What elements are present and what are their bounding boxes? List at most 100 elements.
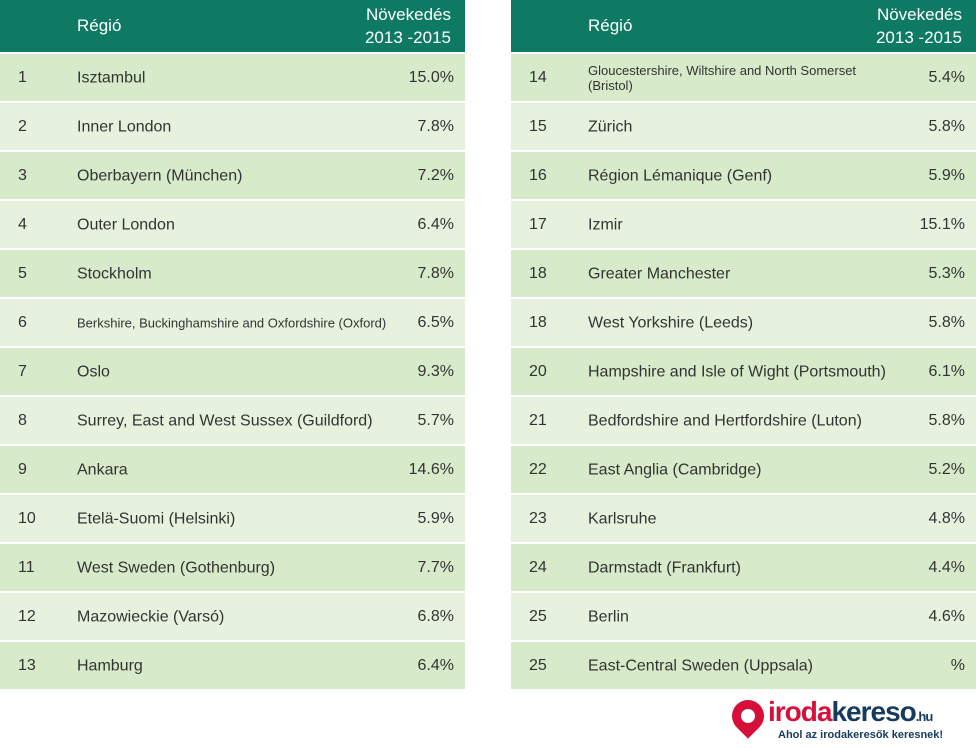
region-name: Oslo [77,363,110,380]
table-row: 7 Oslo 9.3% [0,348,465,395]
region-name: East Anglia (Cambridge) [588,461,762,478]
region-name: Hamburg [77,657,143,674]
growth-value: 5.9% [928,166,965,184]
growth-value: 6.8% [417,607,454,625]
region-name: East-Central Sweden (Uppsala) [588,657,813,674]
growth-value: 9.3% [417,362,454,380]
rank: 7 [18,362,27,380]
growth-value: 4.6% [928,607,965,625]
region-name: Hampshire and Isle of Wight (Portsmouth) [588,363,886,380]
region-name: Karlsruhe [588,510,657,527]
growth-value: 14.6% [408,460,454,478]
table-row: 22 East Anglia (Cambridge) 5.2% [511,446,976,493]
rank: 23 [529,509,547,527]
table-row: 25 Berlin 4.6% [511,593,976,640]
growth-value: 7.2% [417,166,454,184]
region-name: Inner London [77,118,172,135]
table-row: 21 Bedfordshire and Hertfordshire (Luton)… [511,397,976,444]
table-row: 8 Surrey, East and West Sussex (Guildford… [0,397,465,444]
growth-header-line2: 2013 -2015 [364,28,451,47]
table-row: 23 Karlsruhe 4.8% [511,495,976,542]
table-row: 10 Etelä-Suomi (Helsinki) 5.9% [0,495,465,542]
rank: 6 [18,313,27,331]
rank: 4 [18,215,27,233]
growth-value: 6.4% [417,656,454,674]
table-header: Régió Növekedés 2013 -2015 [511,0,976,52]
rank: 21 [529,411,547,429]
table-row: 17 Izmir 15.1% [511,201,976,248]
growth-header: Növekedés 2013 -2015 [876,3,962,49]
growth-value: 6.1% [928,362,965,380]
region-name: Surrey, East and West Sussex (Guildford) [77,412,373,429]
growth-value: 7.7% [417,558,454,576]
rank: 3 [18,166,27,184]
growth-value: 5.8% [928,411,965,429]
table-row: 2 Inner London 7.8% [0,103,465,150]
region-name: West Yorkshire (Leeds) [588,314,754,331]
growth-value: 5.9% [417,509,454,527]
table-row: 20 Hampshire and Isle of Wight (Portsmout… [511,348,976,395]
region-name: Etelä-Suomi (Helsinki) [77,510,236,527]
growth-value: 5.7% [417,411,454,429]
region-name: Ankara [77,461,128,478]
table-row: 12 Mazowieckie (Varsó) 6.8% [0,593,465,640]
growth-value: 5.2% [928,460,965,478]
table-row: 25 East-Central Sweden (Uppsala)% [511,642,976,689]
map-pin-icon [725,693,771,739]
table-row: 11 West Sweden (Gothenburg) 7.7% [0,544,465,591]
rank: 13 [18,656,36,674]
logo-slogan: Ahol az irodakeresők keresnek! [778,729,944,741]
irodakereso-logo: irodakereso.hu Ahol az irodakeresők kere… [725,693,976,746]
region-name: Berkshire, Buckinghamshire and Oxfordshi… [77,315,387,330]
table-row: 1 Isztambul 15.0% [0,54,465,101]
table-row: 6 Berkshire, Buckinghamshire and Oxfordsh… [0,299,465,346]
growth-value: 7.8% [417,264,454,282]
rank: 8 [18,411,27,429]
growth-value: 15.1% [919,215,965,233]
rank: 16 [529,166,547,184]
growth-value: 5.4% [928,68,965,86]
rank: 18 [529,264,547,282]
growth-value: 5.3% [928,264,965,282]
growth-value: 7.8% [417,117,454,135]
table-row: 4 Outer London 6.4% [0,201,465,248]
growth-header-line2: 2013 -2015 [875,28,962,47]
region-header: Régió [588,16,633,35]
growth-header: Növekedés 2013 -2015 [365,3,451,49]
rank: 2 [18,117,27,135]
growth-value: 5.8% [928,313,965,331]
rank: 1 [18,68,27,86]
ranking-table-right: Régió Növekedés 2013 -2015 14 Gloucestersh… [511,0,976,689]
growth-value: 6.4% [417,215,454,233]
rank: 17 [529,215,547,233]
logo-tld: .hu [915,709,933,724]
table-header: Régió Növekedés 2013 -2015 [0,0,465,52]
growth-value: 15.0% [408,68,454,86]
table-row: 16 Région Lémanique (Genf) 5.9% [511,152,976,199]
logo-text: irodakereso.hu [768,696,933,728]
logo-part2: kereso [831,696,916,727]
table-row: 3 Oberbayern (München) 7.2% [0,152,465,199]
rank: 22 [529,460,547,478]
rank: 25 [529,607,547,625]
region-header: Régió [77,16,122,35]
table-row: 9 Ankara 14.6% [0,446,465,493]
region-name: West Sweden (Gothenburg) [77,559,276,576]
region-name: Greater Manchester [588,265,731,282]
rank: 14 [529,68,547,86]
table-row: 18 West Yorkshire (Leeds) 5.8% [511,299,976,346]
region-name: Bedfordshire and Hertfordshire (Luton) [588,412,862,429]
region-name: Région Lémanique (Genf) [588,167,773,184]
table-row: 5 Stockholm 7.8% [0,250,465,297]
rank: 25 [529,656,547,674]
region-name: Stockholm [77,265,152,282]
rank: 12 [18,607,36,625]
rank: 15 [529,117,547,135]
ranking-table-left: Régió Növekedés 2013 -2015 1 Isztambul 15.0… [0,0,465,689]
region-name: Outer London [77,216,175,233]
region-name: Darmstadt (Frankfurt) [588,559,741,576]
logo-part1: iroda [768,696,832,727]
region-name: Gloucestershire, Wiltshire and North Som… [588,62,857,93]
growth-value: 4.8% [928,509,965,527]
growth-value: 6.5% [417,313,454,331]
